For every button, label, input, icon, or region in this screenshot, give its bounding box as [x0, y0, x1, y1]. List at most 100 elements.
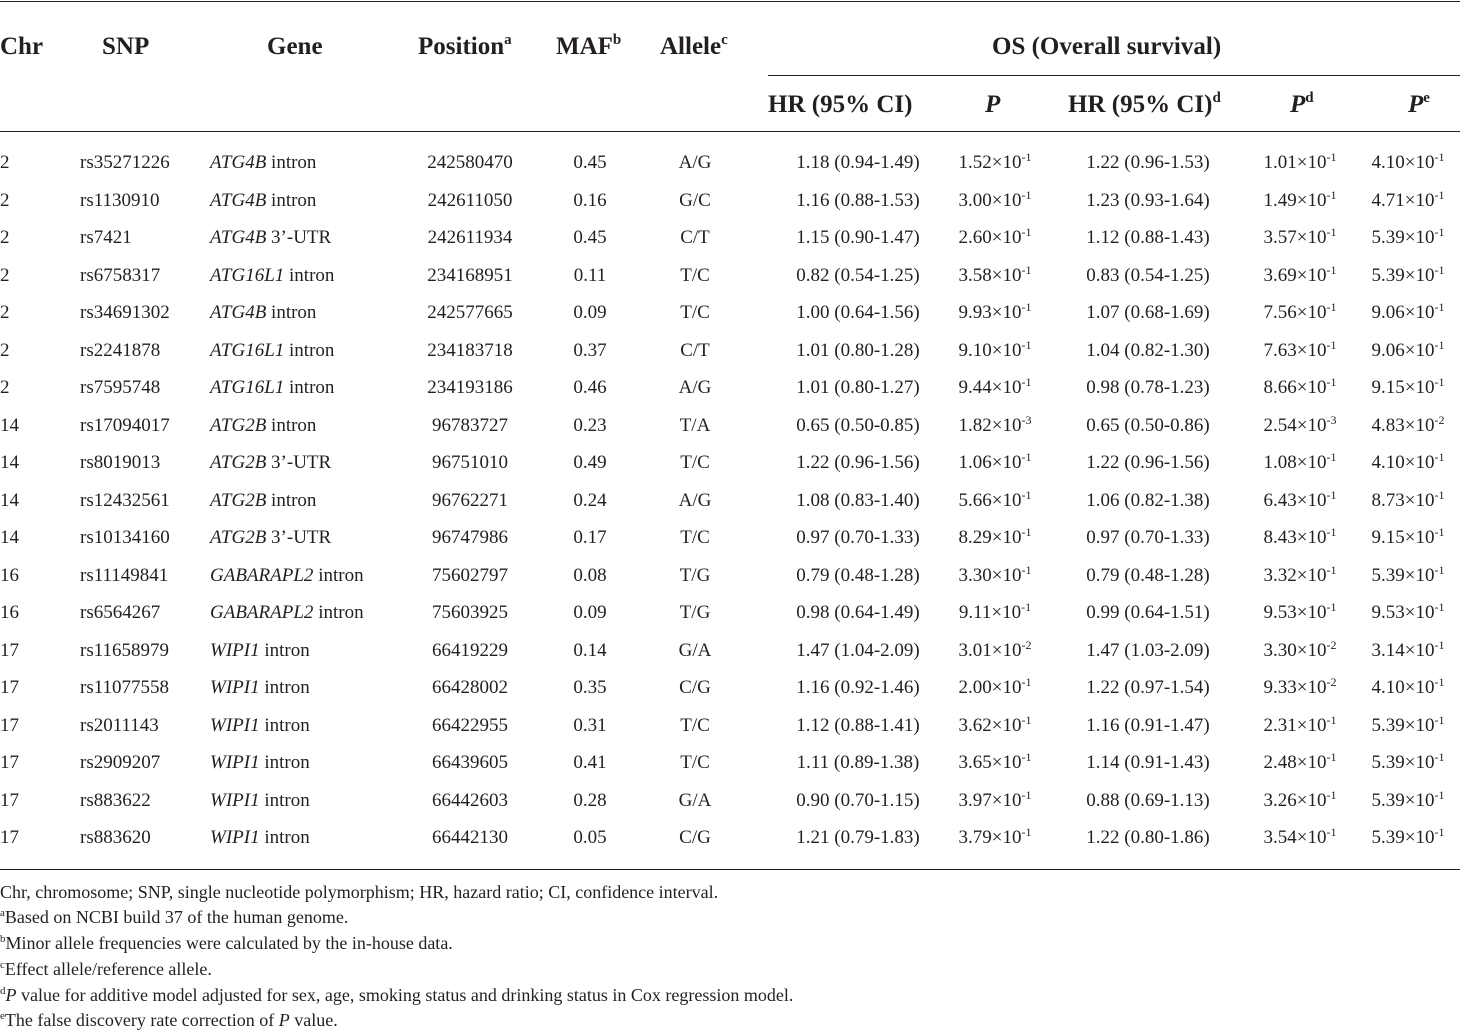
- cell-position: 242611050: [427, 189, 513, 211]
- cell-p-adjusted: 1.08×10-1: [1240, 444, 1360, 481]
- cell-chr: 16: [0, 564, 19, 586]
- cell-maf: 0.24: [573, 489, 607, 511]
- table-bottom-rule: [0, 869, 1460, 870]
- cell-p: 3.30×10-1: [935, 557, 1055, 594]
- p-exponent: -1: [1434, 337, 1445, 352]
- p-mantissa: 9.15×10: [1371, 377, 1435, 398]
- p-mantissa: 8.73×10: [1371, 489, 1435, 511]
- cell-chr: 14: [0, 414, 19, 436]
- cell-maf: 0.16: [573, 189, 607, 211]
- p-mantissa: 7.63×10: [1263, 339, 1327, 361]
- cell-p-fdr: 4.10×10-1: [1356, 144, 1460, 181]
- cell-chr: 14: [0, 452, 19, 473]
- p-mantissa: 9.44×10: [958, 377, 1022, 398]
- p-exponent: -1: [1434, 750, 1445, 764]
- p-exponent: -2: [1326, 675, 1337, 689]
- p-exponent: -1: [1021, 262, 1032, 277]
- p-mantissa: 7.56×10: [1263, 302, 1327, 323]
- os-group-rule: [768, 75, 1460, 76]
- cell-position: 96762271: [432, 489, 508, 511]
- table-top-rule: [0, 1, 1460, 2]
- p-mantissa: 4.71×10: [1371, 189, 1435, 211]
- p-exponent: -1: [1434, 150, 1445, 164]
- gene-symbol: ATG2B: [210, 452, 267, 473]
- p-mantissa: 5.39×10: [1371, 264, 1435, 286]
- p-mantissa: 9.11×10: [958, 602, 1022, 623]
- gene-symbol: ATG2B: [210, 414, 267, 436]
- cell-hr-adjusted: 0.79 (0.48-1.28): [1086, 564, 1210, 586]
- p-exponent: -1: [1021, 525, 1032, 539]
- p-mantissa: 3.57×10: [1263, 227, 1327, 248]
- p-exponent: -1: [1021, 787, 1032, 802]
- cell-gene: ATG16L1 intron: [210, 257, 334, 294]
- cell-gene: ATG16L1 intron: [210, 332, 334, 369]
- cell-hr-adjusted: 1.22 (0.96-1.56): [1086, 452, 1210, 473]
- p-exponent: -1: [1434, 225, 1445, 239]
- p-exponent: -1: [1021, 562, 1032, 577]
- p-exponent: -1: [1326, 600, 1337, 614]
- cell-position: 234168951: [427, 264, 513, 286]
- table-row: 14 rs8019013 ATG2B 3’-UTR 96751010 0.49 T/C 1.…: [0, 444, 1460, 481]
- gene-symbol: WIPI1: [210, 752, 260, 773]
- header-hr1: HR (95% CI): [768, 91, 913, 118]
- cell-chr: 17: [0, 789, 19, 811]
- p-mantissa: 9.06×10: [1371, 339, 1435, 361]
- cell-maf: 0.35: [573, 677, 607, 698]
- gene-symbol: ATG16L1: [210, 339, 285, 361]
- gene-region: intron: [259, 752, 310, 773]
- gene-symbol: GABARAPL2: [210, 602, 314, 623]
- gene-symbol: WIPI1: [210, 639, 260, 661]
- p-mantissa: 8.29×10: [958, 527, 1022, 548]
- p-mantissa: 3.00×10: [958, 189, 1022, 211]
- gene-region: intron: [313, 564, 364, 586]
- gene-symbol: ATG4B: [210, 189, 267, 211]
- p-exponent: -1: [1434, 487, 1445, 502]
- cell-p-adjusted: 7.56×10-1: [1240, 294, 1360, 331]
- cell-hr: 0.65 (0.50-0.85): [796, 414, 920, 436]
- cell-p-fdr: 9.06×10-1: [1356, 294, 1460, 331]
- cell-chr: 17: [0, 677, 19, 698]
- table-row: 17 rs2909207 WIPI1 intron 66439605 0.41 T/C 1.…: [0, 744, 1460, 781]
- p-exponent: -1: [1326, 487, 1337, 502]
- cell-hr: 1.01 (0.80-1.28): [796, 339, 920, 361]
- cell-p: 3.62×10-1: [935, 707, 1055, 744]
- table-row: 17 rs11077558 WIPI1 intron 66428002 0.35 C/G 1…: [0, 669, 1460, 706]
- gene-region: intron: [259, 677, 310, 698]
- p-mantissa: 5.39×10: [1371, 714, 1435, 736]
- cell-hr-adjusted: 1.04 (0.82-1.30): [1086, 339, 1210, 361]
- table-row: 2 rs1130910 ATG4B intron 242611050 0.16 G/C 1.…: [0, 182, 1460, 219]
- cell-allele: T/C: [680, 302, 710, 323]
- cell-allele: A/G: [678, 377, 712, 398]
- cell-maf: 0.37: [573, 339, 607, 361]
- p-mantissa: 5.66×10: [958, 489, 1022, 511]
- p-exponent: -3: [1021, 412, 1032, 427]
- cell-p-fdr: 5.39×10-1: [1356, 257, 1460, 294]
- cell-hr-adjusted: 0.99 (0.64-1.51): [1086, 602, 1210, 623]
- cell-hr: 1.47 (1.04-2.09): [796, 639, 920, 661]
- p-mantissa: 4.10×10: [1371, 152, 1435, 173]
- gene-region: intron: [284, 264, 335, 286]
- gene-region: intron: [266, 414, 317, 436]
- cell-position: 66419229: [432, 639, 508, 661]
- cell-position: 75602797: [432, 564, 508, 586]
- cell-hr: 1.08 (0.83-1.40): [796, 489, 920, 511]
- cell-p: 1.82×10-3: [935, 407, 1055, 444]
- cell-chr: 2: [0, 377, 10, 398]
- table-row: 2 rs2241878 ATG16L1 intron 234183718 0.37 C/T…: [0, 332, 1460, 369]
- cell-allele: C/G: [679, 677, 711, 698]
- cell-p: 3.79×10-1: [935, 819, 1055, 856]
- p-exponent: -1: [1326, 150, 1337, 164]
- table-row: 2 rs6758317 ATG16L1 intron 234168951 0.11 T/C…: [0, 257, 1460, 294]
- cell-p: 9.44×10-1: [935, 369, 1055, 406]
- cell-hr-adjusted: 1.06 (0.82-1.38): [1086, 489, 1210, 511]
- cell-hr-adjusted: 0.83 (0.54-1.25): [1086, 264, 1210, 286]
- p-mantissa: 5.39×10: [1371, 827, 1435, 848]
- p-mantissa: 1.06×10: [958, 452, 1022, 473]
- cell-allele: T/C: [680, 264, 710, 286]
- p-mantissa: 9.10×10: [958, 339, 1022, 361]
- gene-region: intron: [266, 302, 317, 323]
- cell-hr: 1.16 (0.88-1.53): [796, 189, 920, 211]
- cell-maf: 0.11: [573, 264, 607, 286]
- cell-position: 75603925: [432, 602, 508, 623]
- cell-position: 66439605: [432, 752, 508, 773]
